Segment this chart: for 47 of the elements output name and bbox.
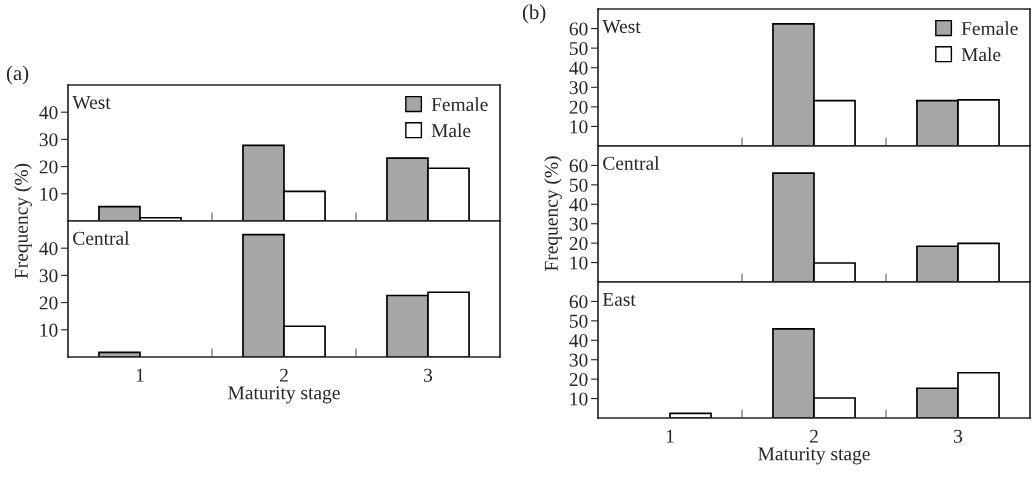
x-tick-label: 1 <box>136 368 144 382</box>
chart-title: (a) <box>6 65 29 85</box>
annotation: East <box>602 292 636 306</box>
y-tick-label: 20 <box>569 236 588 251</box>
y-tick-label: 10 <box>570 120 588 134</box>
x-axis-title: Maturity stage <box>758 447 870 465</box>
legend-label: Male <box>961 47 1001 62</box>
x-axis-title: Maturity stage <box>228 386 340 404</box>
y-tick-label: 10 <box>570 256 588 270</box>
annotation: West <box>602 20 641 34</box>
x-tick-label: 2 <box>809 429 818 443</box>
y-tick-label: 10 <box>40 323 58 337</box>
y-tick-label: 30 <box>39 133 58 147</box>
y-tick-label: 40 <box>569 334 588 348</box>
y-tick-label: 30 <box>569 353 588 367</box>
y-tick-label: 20 <box>569 100 588 114</box>
y-tick-label: 40 <box>569 61 588 75</box>
y-tick-label: 20 <box>569 372 588 387</box>
y-axis-title: Frequency (%) <box>14 163 32 279</box>
y-tick-label: 50 <box>569 314 588 328</box>
annotation: Central <box>603 156 660 170</box>
y-tick-label: 30 <box>569 81 588 95</box>
x-tick-label: 2 <box>279 368 288 382</box>
y-tick-label: 60 <box>569 295 588 309</box>
y-tick-label: 40 <box>39 106 58 120</box>
x-tick-label: 3 <box>424 368 433 382</box>
y-tick-label: 60 <box>569 22 588 36</box>
y-tick-label: 40 <box>39 242 58 256</box>
y-tick-label: 60 <box>569 159 588 173</box>
y-tick-label: 50 <box>569 41 588 56</box>
y-tick-label: 50 <box>569 178 588 192</box>
y-axis-title: Frequency (%) <box>544 156 562 271</box>
y-tick-label: 30 <box>39 269 58 283</box>
y-tick-label: 30 <box>569 217 588 231</box>
y-tick-label: 10 <box>40 187 58 201</box>
annotation: West <box>72 95 111 110</box>
legend-label: Male <box>431 123 471 138</box>
legend-label: Female <box>961 21 1018 36</box>
y-tick-label: 20 <box>39 296 58 310</box>
annotation: Central <box>73 231 130 245</box>
y-tick-label: 10 <box>570 392 588 406</box>
x-tick-label: 3 <box>954 429 963 443</box>
x-tick-label: 1 <box>666 429 674 443</box>
chart-title: (b) <box>522 4 546 24</box>
legend-label: Female <box>431 97 488 112</box>
y-tick-label: 40 <box>569 198 588 212</box>
y-tick-label: 20 <box>39 160 58 174</box>
